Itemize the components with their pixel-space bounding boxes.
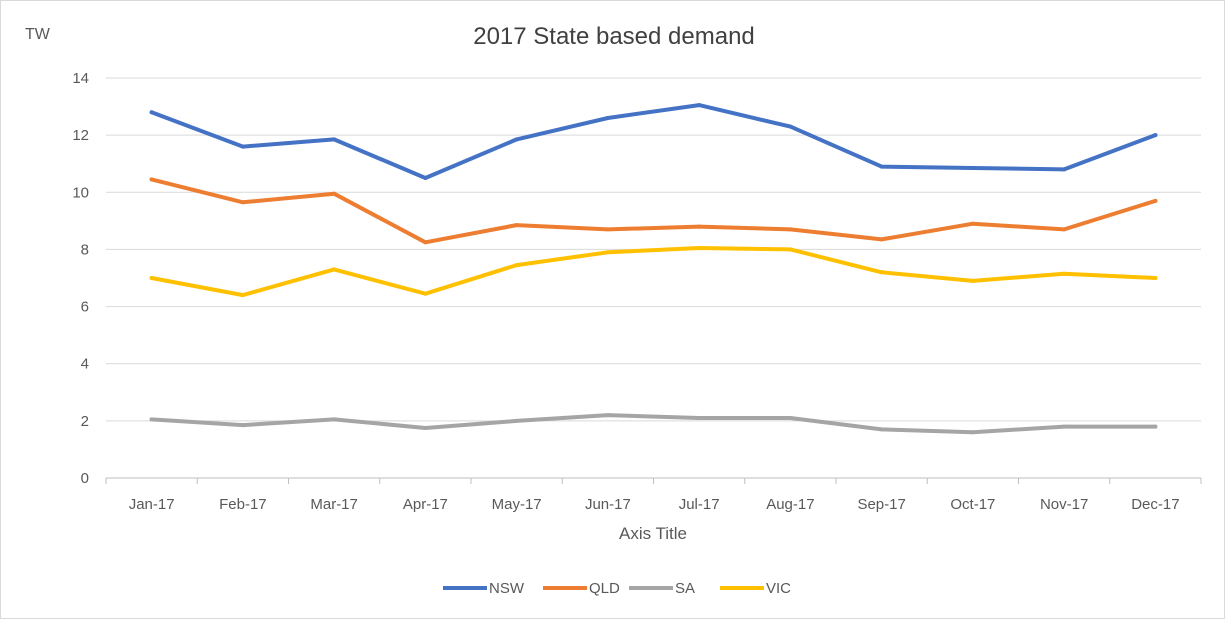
series-line-qld xyxy=(149,177,1158,245)
data-point-sa xyxy=(970,430,975,435)
data-point-vic xyxy=(1153,276,1158,280)
data-point-vic xyxy=(697,246,702,250)
x-axis-ticks: Jan-17 Feb-17 Mar-17 Apr-17 May-17 Jun-17 Jul-… xyxy=(105,478,1202,513)
data-point-vic xyxy=(423,291,428,296)
data-point-sa xyxy=(423,426,428,430)
data-point-vic xyxy=(332,267,337,272)
data-point-nsw xyxy=(1062,167,1067,172)
data-point-nsw xyxy=(788,124,793,129)
data-point-vic xyxy=(240,293,245,298)
data-point-nsw xyxy=(514,137,519,142)
data-point-nsw xyxy=(149,110,154,115)
x-tick-label: Aug-17 xyxy=(766,496,814,513)
data-point-nsw xyxy=(240,144,245,149)
data-point-nsw xyxy=(423,176,428,180)
data-point-vic xyxy=(605,250,610,255)
data-point-vic xyxy=(149,276,154,280)
data-point-sa xyxy=(332,417,337,422)
data-point-qld xyxy=(1062,227,1067,232)
data-point-qld xyxy=(605,227,610,232)
x-tick-label: Oct-17 xyxy=(950,496,995,513)
x-tick-label: Sep-17 xyxy=(857,496,905,513)
chart-title: 2017 State based demand xyxy=(473,23,755,50)
data-point-nsw xyxy=(697,103,702,108)
y-tick-label: 2 xyxy=(81,413,89,430)
data-point-nsw xyxy=(970,166,975,170)
data-point-qld xyxy=(240,200,245,205)
legend-label-qld: QLD xyxy=(589,580,620,597)
x-tick-label: Jun-17 xyxy=(585,496,631,513)
data-point-sa xyxy=(605,413,610,418)
y-tick-label: 6 xyxy=(81,299,89,316)
data-point-qld xyxy=(423,240,428,245)
y-tick-label: 0 xyxy=(81,470,89,487)
data-point-sa xyxy=(1153,424,1158,429)
data-point-qld xyxy=(879,237,884,242)
legend: NSW QLD SA VIC xyxy=(443,580,791,597)
x-tick-label: Mar-17 xyxy=(310,496,358,513)
x-tick-label: Dec-17 xyxy=(1131,496,1179,513)
x-axis-label: Axis Title xyxy=(619,524,687,543)
data-point-qld xyxy=(697,224,702,229)
data-point-qld xyxy=(1153,198,1158,203)
x-tick-label: Apr-17 xyxy=(403,496,448,513)
data-point-vic xyxy=(1062,271,1067,276)
data-point-nsw xyxy=(1153,133,1158,138)
data-point-sa xyxy=(240,423,245,428)
data-point-sa xyxy=(879,427,884,432)
data-point-sa xyxy=(788,416,793,420)
legend-label-nsw: NSW xyxy=(489,580,525,597)
data-point-sa xyxy=(149,417,154,422)
x-tick-label: Jul-17 xyxy=(679,496,720,513)
data-point-vic xyxy=(879,270,884,275)
data-point-sa xyxy=(697,416,702,420)
data-point-nsw xyxy=(332,137,337,142)
data-point-nsw xyxy=(879,164,884,169)
x-tick-label: Feb-17 xyxy=(219,496,267,513)
y-tick-label: 12 xyxy=(72,127,89,144)
data-point-vic xyxy=(970,278,975,283)
data-point-qld xyxy=(970,221,975,226)
y-tick-label: 8 xyxy=(81,241,89,258)
data-point-nsw xyxy=(605,116,610,120)
x-tick-label: Nov-17 xyxy=(1040,496,1088,513)
data-point-qld xyxy=(788,227,793,232)
data-point-sa xyxy=(514,418,519,423)
series-line-nsw xyxy=(149,103,1158,180)
data-point-vic xyxy=(788,247,793,252)
x-tick-label: May-17 xyxy=(492,496,542,513)
data-point-qld xyxy=(514,223,519,228)
data-point-qld xyxy=(332,191,337,196)
x-tick-label: Jan-17 xyxy=(129,496,175,513)
legend-label-sa: SA xyxy=(675,580,695,597)
data-point-qld xyxy=(149,177,154,182)
series-line-vic xyxy=(149,246,1158,298)
y-tick-label: 10 xyxy=(72,184,89,201)
data-point-vic xyxy=(514,263,519,268)
data-point-sa xyxy=(1062,424,1067,429)
y-axis-ticks: 0 2 4 6 8 10 12 14 xyxy=(72,70,89,487)
y-tick-label: 14 xyxy=(72,70,89,87)
series-line-sa xyxy=(149,413,1158,435)
y-axis-label: TW xyxy=(25,26,51,43)
y-tick-label: 4 xyxy=(81,356,89,373)
series-lines xyxy=(149,103,1158,435)
legend-label-vic: VIC xyxy=(766,580,791,597)
